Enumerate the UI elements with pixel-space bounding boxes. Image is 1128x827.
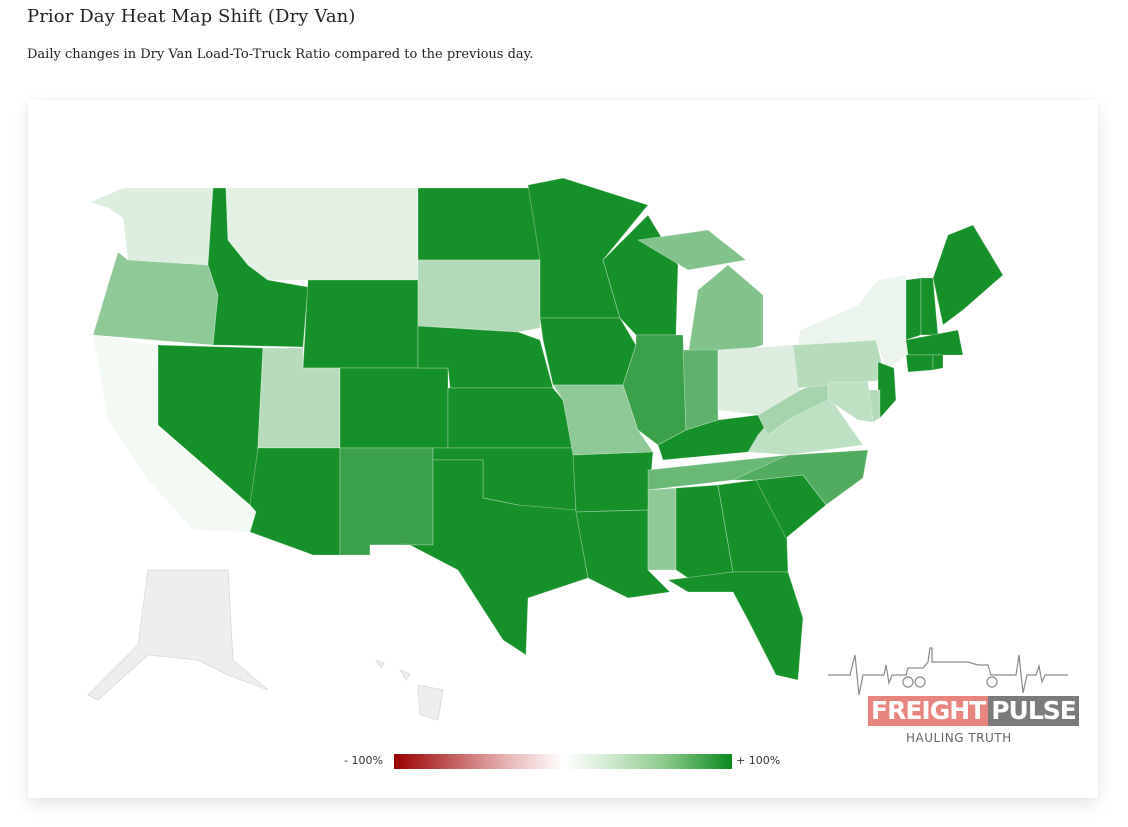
state-wa[interactable] [88, 187, 214, 266]
legend-max-label: + 100% [736, 754, 781, 767]
state-ri[interactable] [932, 354, 944, 371]
state-co[interactable] [339, 367, 449, 449]
state-ia[interactable] [539, 317, 637, 386]
state-pa[interactable] [792, 339, 887, 389]
state-nd[interactable] [417, 187, 541, 261]
state-ak[interactable] [87, 569, 269, 701]
legend-min-label: - 100% [344, 754, 383, 767]
state-fl[interactable] [666, 571, 804, 681]
us-heat-map [87, 177, 1004, 721]
freight-pulse-wordmark: FREIGHT PULSE [868, 696, 1079, 726]
state-ms[interactable] [647, 487, 677, 571]
page-title: Prior Day Heat Map Shift (Dry Van) [27, 6, 356, 27]
state-or[interactable] [92, 251, 219, 346]
state-ct[interactable] [905, 354, 934, 373]
state-az[interactable] [249, 447, 341, 556]
state-md[interactable] [827, 381, 874, 423]
state-ar[interactable] [572, 451, 654, 513]
page-subtitle: Daily changes in Dry Van Load-To-Truck R… [27, 47, 534, 62]
state-vt[interactable] [905, 277, 922, 341]
wordmark-freight: FREIGHT [868, 696, 989, 726]
state-sd[interactable] [417, 259, 541, 333]
state-nm[interactable] [339, 447, 434, 556]
map-card: FREIGHT PULSE HAULING TRUTH - 100% + 100… [28, 100, 1098, 798]
state-tx[interactable] [369, 459, 589, 656]
state-me[interactable] [932, 224, 1004, 326]
state-hi[interactable] [375, 659, 444, 721]
state-wy[interactable] [302, 279, 419, 369]
legend-color-scale [394, 754, 732, 769]
state-ks[interactable] [447, 387, 574, 449]
state-in[interactable] [682, 349, 719, 431]
state-nj[interactable] [877, 361, 897, 419]
state-nc[interactable] [732, 449, 869, 506]
state-ma[interactable] [905, 329, 964, 356]
wordmark-pulse: PULSE [988, 696, 1079, 726]
freight-pulse-truck-logo [828, 647, 1068, 696]
logo-tagline: HAULING TRUTH [906, 731, 1012, 745]
state-mt[interactable] [225, 187, 419, 281]
